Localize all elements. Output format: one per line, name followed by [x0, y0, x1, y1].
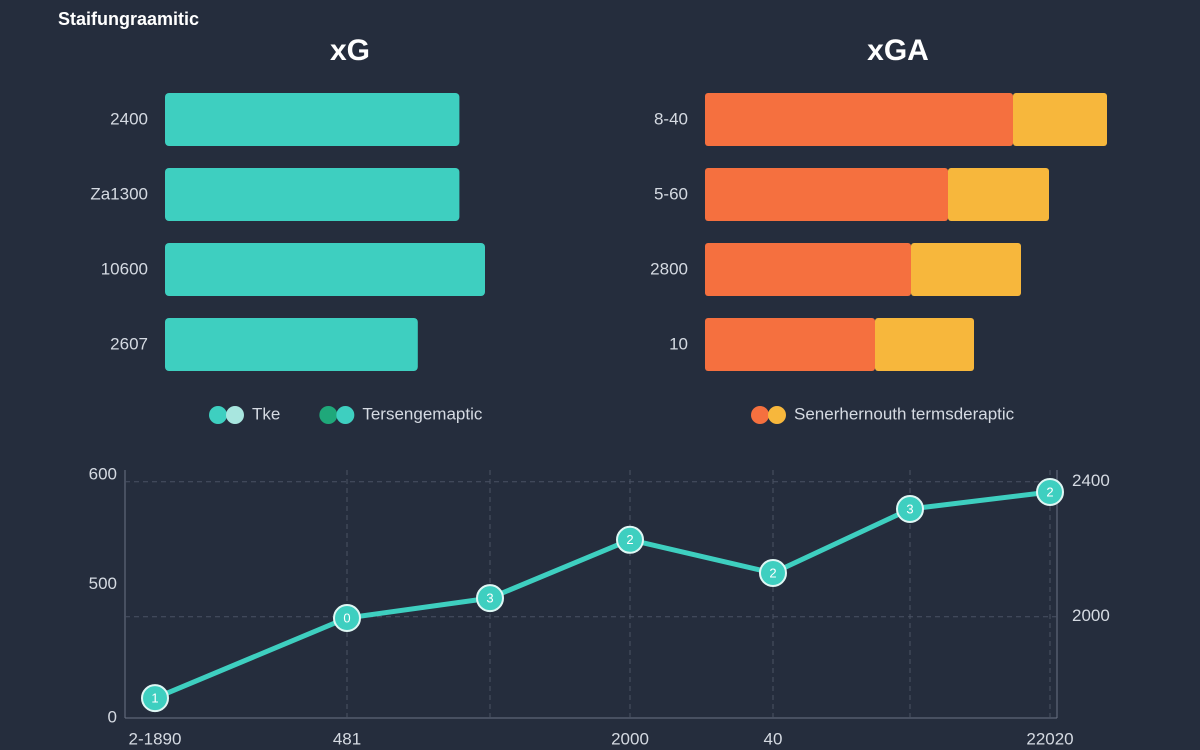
point [141, 684, 169, 713]
y-tick-label: 600 [89, 464, 117, 483]
point-label: 2 [1046, 484, 1053, 499]
bar [705, 243, 911, 296]
chart-title: xG [330, 34, 370, 67]
point [896, 495, 924, 524]
legend-label: Tke [252, 404, 280, 423]
bar [948, 168, 1049, 221]
category-label: 10 [669, 334, 688, 353]
y2-tick-label: 2400 [1072, 471, 1110, 490]
point [333, 603, 361, 632]
bar [1013, 93, 1107, 146]
point-label: 0 [343, 610, 350, 625]
category-label: Za1300 [90, 184, 148, 203]
x-tick-label: 40 [764, 729, 783, 748]
page-title: Staifungraamitic [58, 9, 199, 29]
legend-swatch [226, 406, 244, 424]
point-label: 2 [626, 532, 633, 547]
legend-swatch [768, 406, 786, 424]
legend-swatch [319, 406, 338, 424]
point-label: 3 [906, 501, 913, 516]
category-label: 2400 [110, 109, 148, 128]
point [476, 584, 504, 613]
point [1036, 478, 1064, 507]
legend-label: Tersengemaptic [362, 404, 483, 423]
category-label: 10600 [101, 259, 148, 278]
legend-swatch [209, 406, 227, 424]
bar [165, 318, 418, 371]
bar [705, 168, 948, 221]
point-label: 3 [486, 591, 493, 606]
bar [705, 93, 1013, 146]
point-label: 1 [151, 691, 158, 706]
point [759, 559, 787, 588]
category-label: 2607 [110, 334, 148, 353]
bar [911, 243, 1021, 296]
bar [165, 168, 460, 221]
legend-swatch [751, 406, 769, 424]
bar [875, 318, 974, 371]
category-label: 8-40 [654, 109, 688, 128]
y-tick-label: 500 [89, 574, 117, 593]
legend-swatch [336, 406, 355, 424]
x-tick-label: 22020 [1026, 729, 1073, 748]
bar [165, 243, 485, 296]
x-tick-label: 481 [333, 729, 361, 748]
x-tick-label: 2-1890 [129, 729, 182, 748]
category-label: 5-60 [654, 184, 688, 203]
x-tick-label: 2000 [611, 729, 649, 748]
y2-tick-label: 2000 [1072, 606, 1110, 625]
point-label: 2 [769, 565, 776, 580]
bar [705, 318, 875, 371]
point [616, 525, 644, 554]
legend-label: Senerhernouth termsderaptic [794, 404, 1015, 423]
chart-title: xGA [867, 34, 929, 67]
y-tick-label: 0 [108, 707, 117, 726]
bar [165, 93, 460, 146]
category-label: 2800 [650, 259, 688, 278]
